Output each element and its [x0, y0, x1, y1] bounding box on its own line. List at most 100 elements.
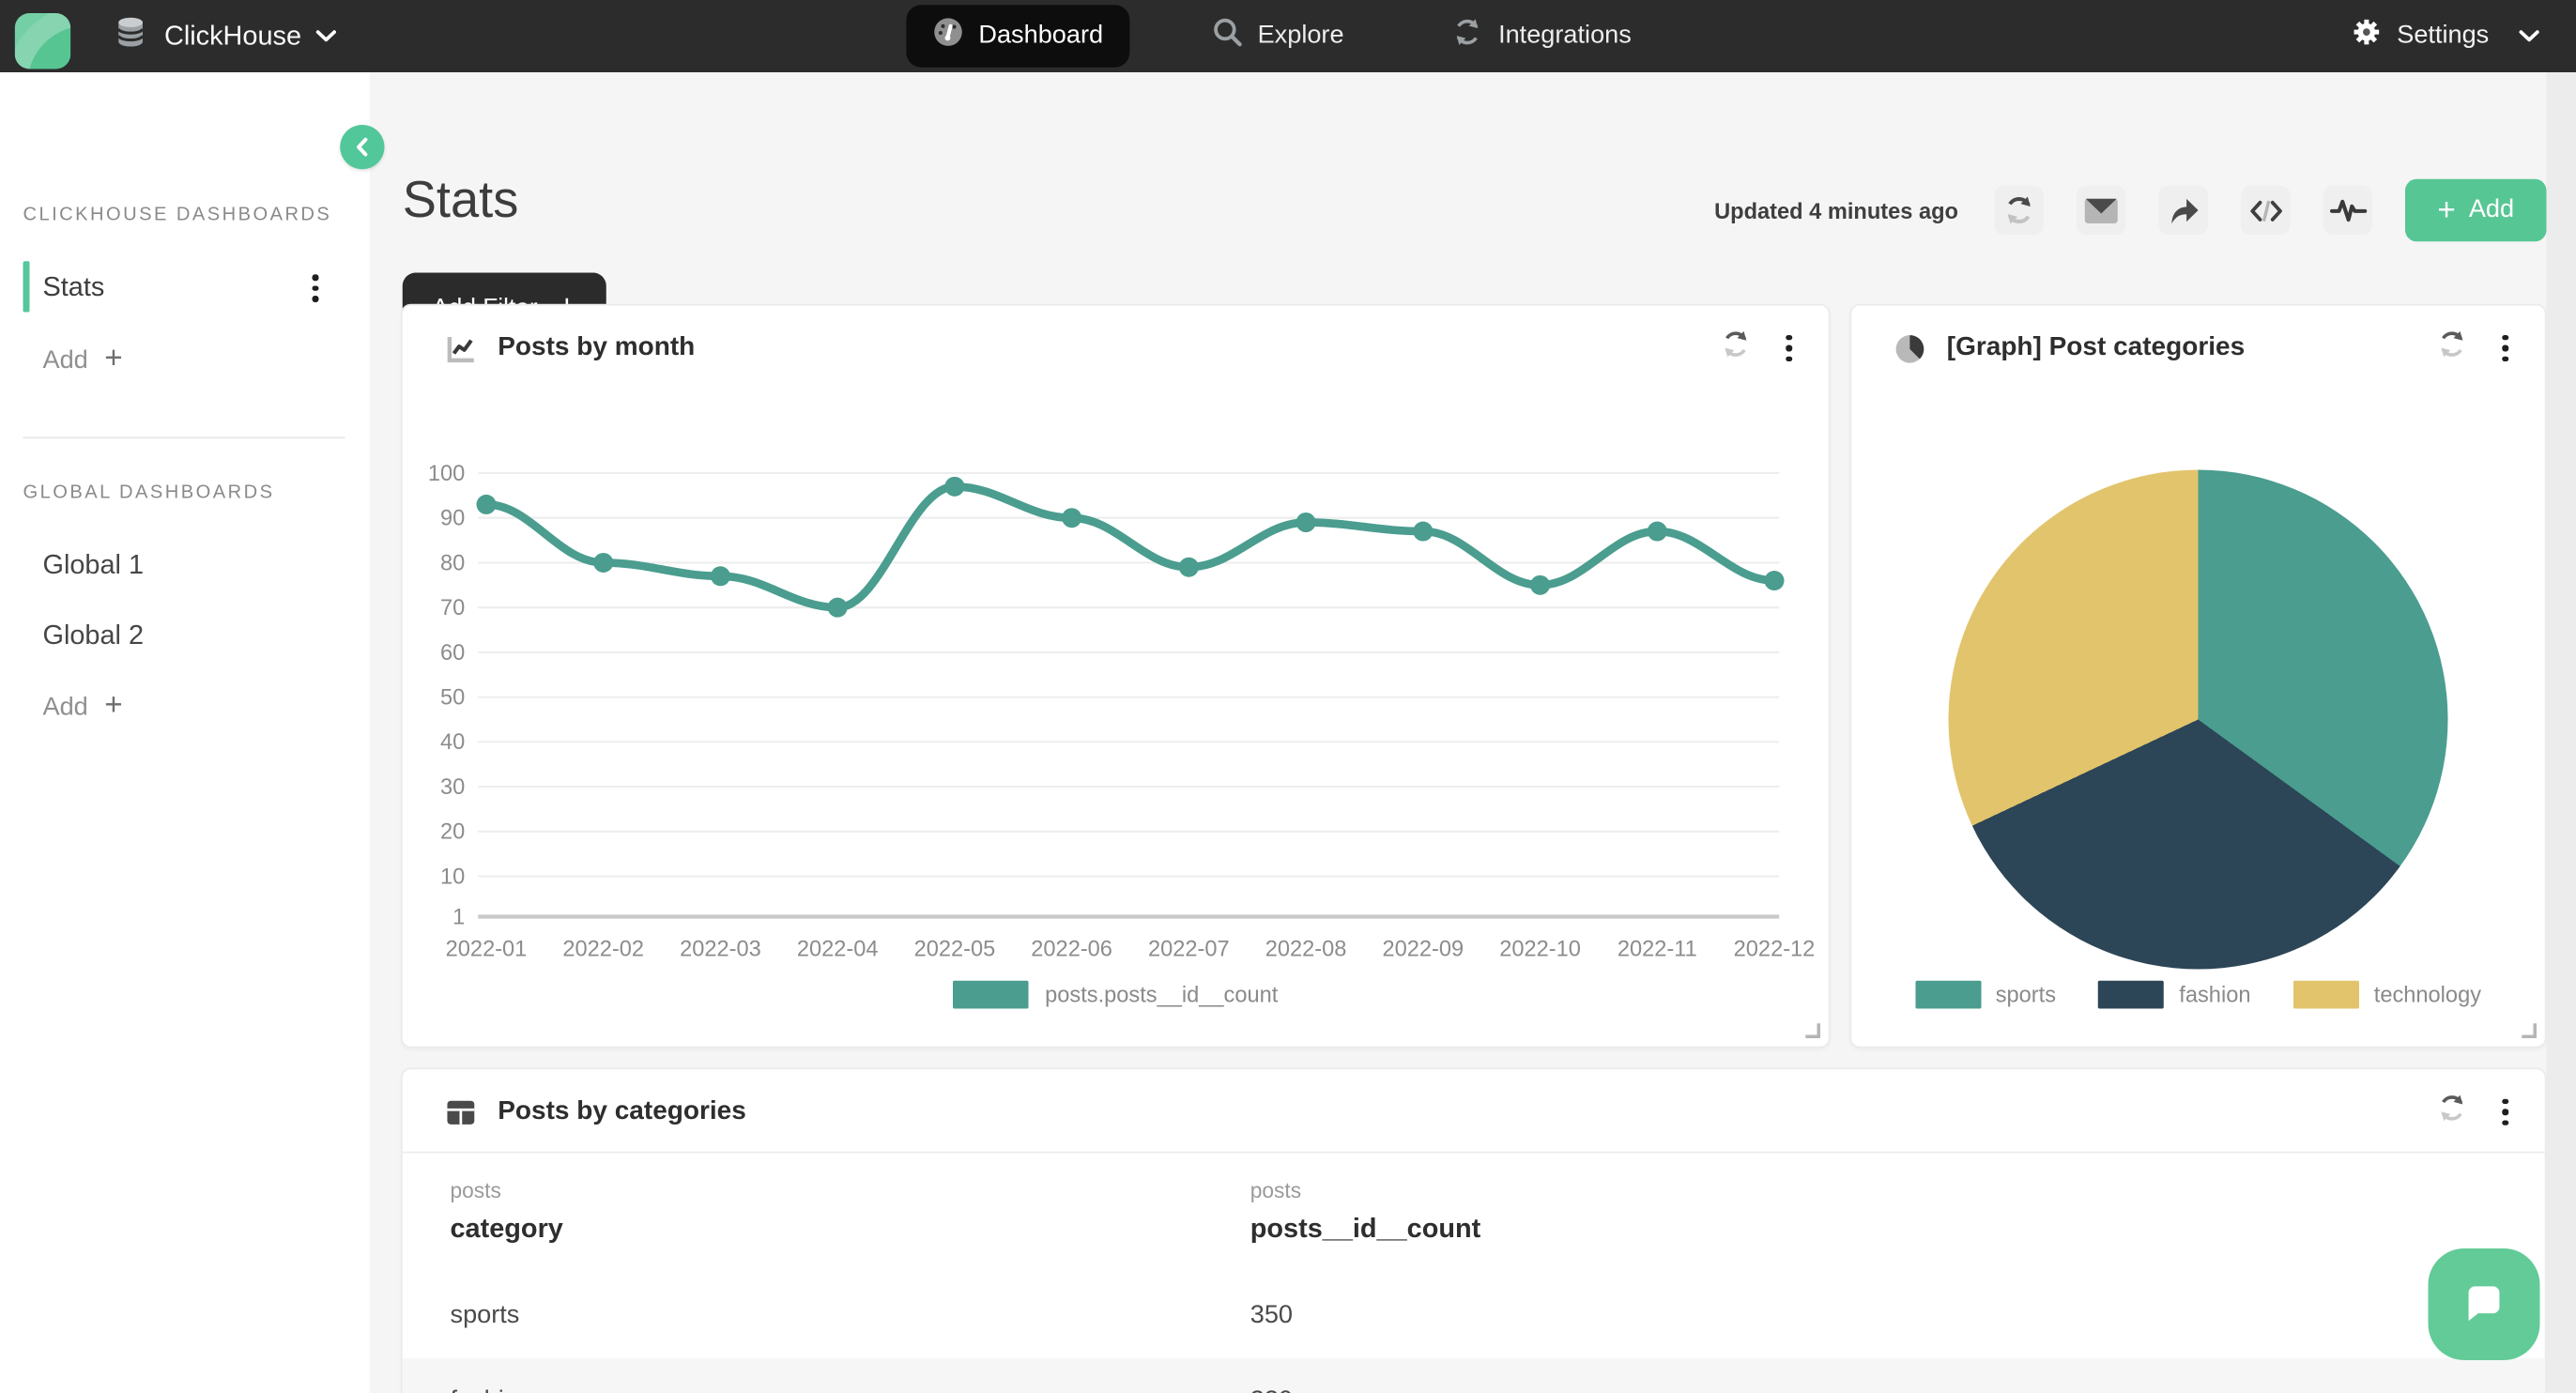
page-title: Stats — [402, 171, 519, 229]
active-item-indicator — [23, 261, 30, 313]
sidebar-collapse-button[interactable] — [340, 125, 385, 170]
svg-text:30: 30 — [440, 775, 465, 800]
svg-text:1: 1 — [452, 905, 465, 929]
card-kebab-menu-icon[interactable] — [2496, 328, 2515, 368]
app-logo — [14, 12, 71, 69]
dashboards-sidebar: CLICKHOUSE DASHBOARDS Stats Add + GLOBAL … — [0, 72, 370, 1393]
mail-icon — [2084, 197, 2118, 223]
svg-text:2022-10: 2022-10 — [1499, 938, 1581, 962]
workspace-name: ClickHouse — [164, 20, 302, 51]
card-title: [Graph] Post categories — [1946, 333, 2246, 361]
card-refresh-icon[interactable] — [2437, 329, 2468, 368]
table-header-divider — [402, 1151, 2545, 1154]
line-chart-legend: posts.posts__id__count — [403, 974, 1829, 1014]
svg-text:2022-05: 2022-05 — [914, 938, 996, 962]
pie-chart — [1948, 469, 2448, 970]
updated-timestamp: Updated 4 minutes ago — [1714, 197, 1958, 223]
refresh-button[interactable] — [1994, 185, 2044, 236]
nav-tab-dashboard[interactable]: Dashboard — [906, 5, 1130, 68]
svg-text:80: 80 — [440, 551, 465, 575]
line-chart-icon — [447, 336, 474, 362]
cell-count: 330 — [1250, 1358, 1293, 1393]
card-kebab-menu-icon[interactable] — [2496, 1092, 2515, 1132]
column-header-category[interactable]: category — [450, 1214, 563, 1244]
svg-text:10: 10 — [440, 865, 465, 889]
share-button[interactable] — [2158, 185, 2208, 236]
card-kebab-menu-icon[interactable] — [1780, 328, 1799, 368]
nav-tab-label: Integrations — [1498, 21, 1632, 50]
legend-label: posts.posts__id__count — [1045, 981, 1279, 1006]
brand-area[interactable]: ClickHouse — [0, 0, 338, 72]
embed-code-button[interactable] — [2241, 185, 2291, 236]
plus-icon: + — [104, 688, 123, 723]
dashboard-controls: Updated 4 minutes ago + Add — [1714, 177, 2547, 243]
table-row: fashion 330 — [402, 1358, 2545, 1393]
card-refresh-icon[interactable] — [2437, 1093, 2468, 1132]
svg-text:2022-04: 2022-04 — [797, 938, 879, 962]
sidebar-item-stats[interactable]: Stats — [42, 272, 105, 303]
sidebar-add-dashboard-button[interactable]: Add + — [42, 342, 123, 376]
legend-swatch — [953, 979, 1029, 1008]
settings-menu[interactable]: Settings — [2351, 0, 2539, 72]
legend-label: fashion — [2179, 981, 2251, 1006]
column-group-label: posts — [450, 1177, 501, 1202]
sidebar-item-global-1[interactable]: Global 1 — [42, 550, 145, 580]
line-chart: 100 90 80 70 60 50 40 30 20 10 1 2022-01 2022-02 2022… — [428, 462, 1816, 962]
column-group-label: posts — [1250, 1177, 1302, 1202]
add-widget-button[interactable]: + Add — [2405, 178, 2547, 242]
email-report-button[interactable] — [2077, 185, 2126, 236]
sidebar-section-title: CLICKHOUSE DASHBOARDS — [23, 205, 332, 225]
refresh-icon — [2007, 196, 2031, 224]
card-refresh-icon[interactable] — [1721, 329, 1752, 368]
stats-kebab-menu-icon[interactable] — [306, 268, 325, 308]
scrollbar-gutter[interactable] — [2546, 72, 2576, 1393]
sidebar-divider — [23, 436, 345, 439]
dashboard-main: Stats Updated 4 minutes ago + Add — [370, 72, 2576, 1393]
column-header-count[interactable]: posts__id__count — [1250, 1214, 1481, 1244]
svg-text:2022-03: 2022-03 — [680, 938, 761, 962]
chevron-left-icon — [357, 137, 368, 157]
svg-text:20: 20 — [440, 820, 465, 845]
legend-label: technology — [2373, 981, 2482, 1006]
legend-swatch-fashion — [2098, 979, 2165, 1008]
database-icon — [114, 15, 148, 58]
svg-text:2022-01: 2022-01 — [446, 938, 528, 962]
sidebar-item-global-2[interactable]: Global 2 — [42, 620, 145, 651]
card-title: Posts by categories — [498, 1097, 746, 1125]
svg-text:2022-02: 2022-02 — [562, 938, 644, 962]
table-icon — [447, 1099, 475, 1124]
svg-text:2022-06: 2022-06 — [1031, 938, 1112, 962]
settings-label: Settings — [2397, 21, 2490, 50]
sidebar-add-global-dashboard-button[interactable]: Add + — [42, 688, 123, 723]
nav-tab-label: Explore — [1257, 21, 1344, 50]
cell-category: fashion — [451, 1358, 532, 1393]
plus-icon: + — [104, 342, 123, 376]
svg-text:90: 90 — [440, 507, 465, 531]
activity-button[interactable] — [2323, 185, 2372, 236]
nav-tab-label: Dashboard — [978, 21, 1104, 50]
svg-text:100: 100 — [428, 462, 465, 486]
share-forward-icon — [2170, 198, 2198, 223]
gear-icon — [2351, 17, 2382, 56]
nav-tab-integrations[interactable]: Integrations — [1426, 5, 1658, 68]
chevron-down-icon — [2519, 22, 2540, 52]
svg-text:50: 50 — [440, 686, 465, 711]
plus-icon: + — [2437, 192, 2456, 228]
svg-text:2022-12: 2022-12 — [1734, 938, 1816, 962]
card-resize-handle[interactable] — [2522, 1023, 2537, 1038]
svg-text:60: 60 — [440, 641, 465, 666]
pie-chart-legend: sports fashion technology — [1851, 974, 2545, 1014]
chat-fab-button[interactable] — [2428, 1248, 2540, 1360]
chevron-down-icon[interactable] — [316, 22, 338, 52]
card-title: Posts by month — [498, 333, 696, 361]
nav-tab-explore[interactable]: Explore — [1186, 5, 1371, 68]
svg-text:2022-07: 2022-07 — [1148, 938, 1230, 962]
posts-by-month-card: Posts by month 100 90 80 70 60 50 40 30 20 10 1 202… — [401, 303, 1831, 1049]
legend-swatch-sports — [1914, 979, 1981, 1008]
svg-text:2022-09: 2022-09 — [1382, 938, 1464, 962]
posts-by-categories-card: Posts by categories posts category posts… — [401, 1067, 2547, 1393]
card-resize-handle[interactable] — [1805, 1023, 1820, 1038]
legend-label: sports — [1995, 981, 2057, 1006]
top-navigation-bar: ClickHouse Dashboard Explore — [0, 0, 2576, 72]
pie-chart-icon — [1895, 334, 1924, 362]
